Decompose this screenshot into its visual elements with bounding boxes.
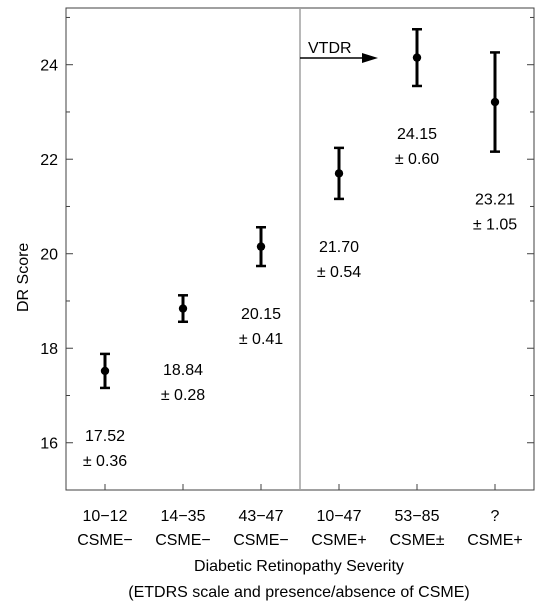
x-tick-label-csme: CSME− [155, 532, 211, 549]
error-label: ± 1.05 [473, 217, 517, 234]
error-label: ± 0.60 [395, 151, 439, 168]
vtdr-label: VTDR [308, 40, 352, 57]
value-label: 20.15 [241, 306, 281, 323]
x-tick-label-csme: CSME+ [311, 532, 367, 549]
y-tick-label: 22 [40, 152, 58, 169]
data-point [100, 366, 110, 376]
x-axis-title: Diabetic Retinopathy Severity [194, 558, 404, 575]
x-tick-label-csme: CSME± [389, 532, 444, 549]
value-label: 18.84 [163, 362, 203, 379]
y-axis-title: DR Score [15, 243, 32, 312]
x-tick-label-csme: CSME− [77, 532, 133, 549]
x-tick-label-range: 10−47 [317, 508, 362, 525]
x-tick-label-range: 14−35 [161, 508, 206, 525]
value-label: 17.52 [85, 428, 125, 445]
data-point [178, 304, 188, 313]
x-axis-subtitle: (ETDRS scale and presence/absence of CSM… [128, 584, 469, 601]
error-label: ± 0.41 [239, 331, 283, 348]
x-tick-label-range: ? [491, 508, 500, 525]
data-point [412, 53, 422, 62]
x-tick-label-range: 10−12 [83, 508, 128, 525]
value-label: 23.21 [475, 192, 515, 209]
y-tick-label: 16 [40, 436, 58, 453]
x-tick-label-csme: CSME+ [467, 532, 523, 549]
error-label: ± 0.36 [83, 453, 127, 470]
error-label: ± 0.28 [161, 387, 205, 404]
vtdr-arrow-head [362, 53, 378, 63]
y-tick-label: 24 [40, 58, 58, 75]
data-point [256, 242, 266, 251]
error-label: ± 0.54 [317, 264, 361, 281]
value-label: 21.70 [319, 239, 359, 256]
value-label: 24.15 [397, 126, 437, 143]
data-point [490, 97, 500, 107]
data-point [334, 169, 344, 178]
y-tick-label: 20 [40, 247, 58, 264]
x-tick-label-range: 53−85 [395, 508, 440, 525]
y-tick-label: 18 [40, 341, 58, 358]
x-tick-label-csme: CSME− [233, 532, 289, 549]
x-tick-label-range: 43−47 [239, 508, 284, 525]
